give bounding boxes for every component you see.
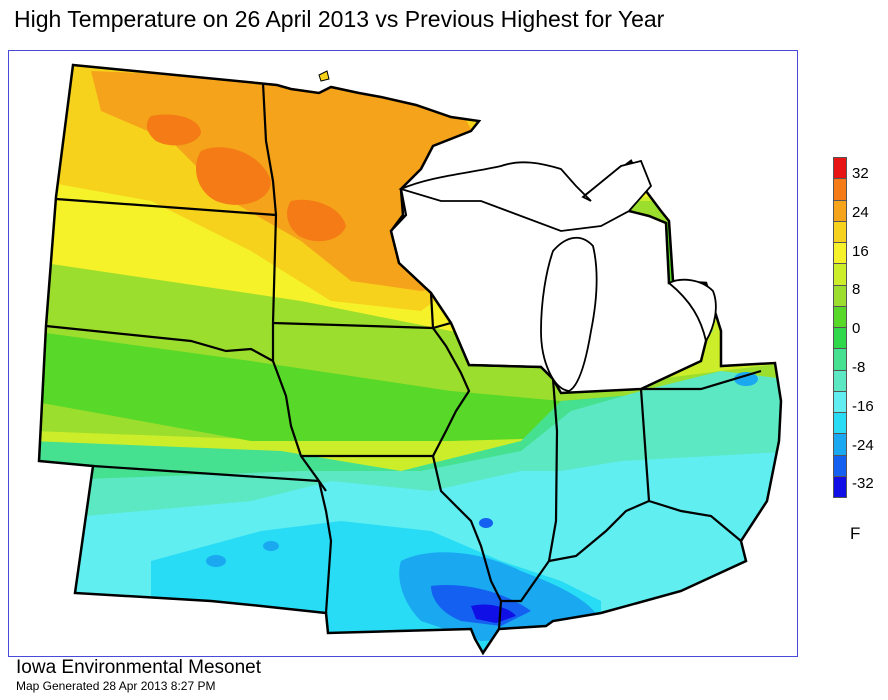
il-in-border (501, 378, 559, 603)
legend-color-cell (833, 199, 847, 222)
ia-il-mo-border (301, 327, 471, 458)
legend-tick-label: 0 (852, 320, 861, 338)
legend-tick-label: 24 (852, 203, 869, 221)
map-title: High Temperature on 26 April 2013 vs Pre… (14, 6, 665, 32)
sd-ne-border (45, 324, 274, 362)
ia-wi-border (432, 321, 554, 380)
sd-mn-border (271, 214, 278, 324)
mi-oh-border (641, 369, 762, 391)
in-oh-border (639, 388, 651, 502)
mn-ia-border (272, 321, 434, 330)
ne-ks-border (92, 464, 320, 483)
legend-tick-label: 16 (852, 242, 869, 260)
legend-tick-label: -16 (852, 397, 874, 415)
legend-color-cell (833, 327, 847, 350)
legend-tick-label: -24 (852, 436, 874, 454)
legend-color-cell (833, 348, 847, 371)
isle-royale (318, 70, 330, 82)
legend-color-cell (833, 433, 847, 456)
lake-michigan (540, 237, 598, 392)
legend-unit: F (850, 524, 861, 543)
legend-color-cell (833, 305, 847, 328)
legend-tick-label: -8 (852, 359, 866, 376)
nd-sd-border (55, 197, 277, 217)
legend-color-cell (833, 390, 847, 413)
nd-mn-border (261, 82, 278, 216)
legend-color-cell (833, 284, 847, 307)
great-lakes (398, 159, 717, 392)
credit-organization: Iowa Environmental Mesonet (16, 657, 262, 678)
in-oh-ky-border (548, 499, 742, 563)
legend-tick-label: 32 (852, 165, 869, 182)
state-boundaries (45, 82, 762, 630)
legend-colorbar (833, 157, 847, 498)
legend-color-cell (833, 454, 847, 477)
legend-tick-label: -32 (852, 475, 874, 493)
ks-mo-border (317, 480, 333, 614)
mn-wi-border (389, 188, 435, 329)
legend-color-cell (833, 369, 847, 392)
lake-superior-michigan-north (398, 159, 653, 232)
legend-color-cell (833, 263, 847, 286)
map-frame (8, 50, 798, 657)
legend-tick-label: 8 (852, 281, 861, 299)
legend-color-cell (833, 220, 847, 243)
legend-color-cell (833, 242, 847, 265)
midwest-temperature-map (9, 51, 797, 656)
lake-huron-saginaw (667, 278, 717, 344)
credit-generated: Map Generated 28 Apr 2013 8:27 PM (16, 679, 216, 693)
legend-color-cell (833, 157, 847, 180)
legend-color-cell (833, 475, 847, 498)
legend-color-cell (833, 412, 847, 435)
legend-color-cell (833, 178, 847, 201)
